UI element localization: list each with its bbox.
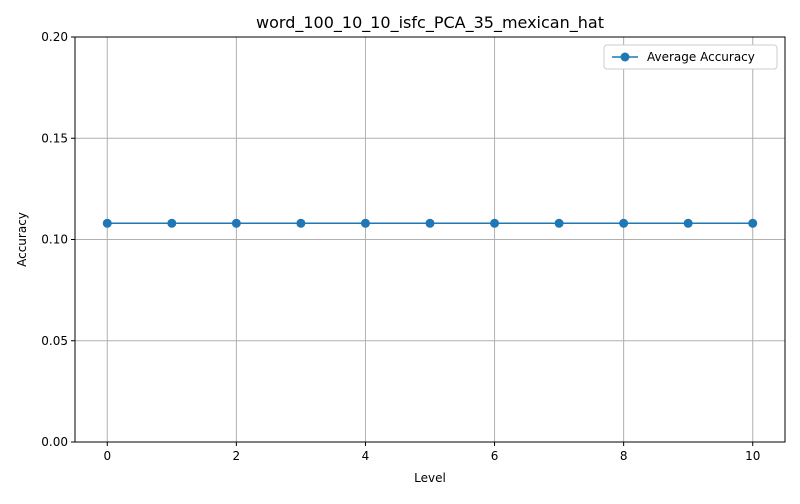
chart-title: word_100_10_10_isfc_PCA_35_mexican_hat bbox=[256, 13, 604, 33]
x-tick-label: 6 bbox=[491, 449, 499, 463]
data-point bbox=[425, 218, 435, 228]
x-axis-label: Level bbox=[414, 471, 446, 485]
data-point bbox=[490, 218, 500, 228]
y-tick-label: 0.05 bbox=[41, 334, 68, 348]
legend-marker bbox=[620, 52, 630, 62]
data-point bbox=[360, 218, 370, 228]
data-point bbox=[167, 218, 177, 228]
legend-box bbox=[603, 44, 778, 70]
data-point bbox=[619, 218, 629, 228]
y-axis-label: Accuracy bbox=[15, 212, 29, 267]
data-point bbox=[102, 218, 112, 228]
x-tick-label: 0 bbox=[103, 449, 111, 463]
data-point bbox=[748, 218, 758, 228]
x-tick-label: 10 bbox=[745, 449, 760, 463]
legend-label: Average Accuracy bbox=[647, 50, 755, 64]
x-tick-label: 8 bbox=[620, 449, 628, 463]
series-layer bbox=[102, 218, 758, 228]
legend: Average Accuracy bbox=[603, 44, 778, 70]
x-tick-label: 4 bbox=[362, 449, 370, 463]
y-tick-label: 0.10 bbox=[41, 233, 68, 247]
data-point bbox=[554, 218, 564, 228]
x-tick-label: 2 bbox=[233, 449, 241, 463]
y-tick-label: 0.20 bbox=[41, 30, 68, 44]
axis-ticks: 0 2 4 6 8 10 0.00 0.05 0.10 0.15 0.20 bbox=[41, 30, 760, 463]
y-tick-label: 0.00 bbox=[41, 435, 68, 449]
data-point bbox=[296, 218, 306, 228]
y-tick-label: 0.15 bbox=[41, 131, 68, 145]
data-point bbox=[231, 218, 241, 228]
data-point bbox=[683, 218, 693, 228]
